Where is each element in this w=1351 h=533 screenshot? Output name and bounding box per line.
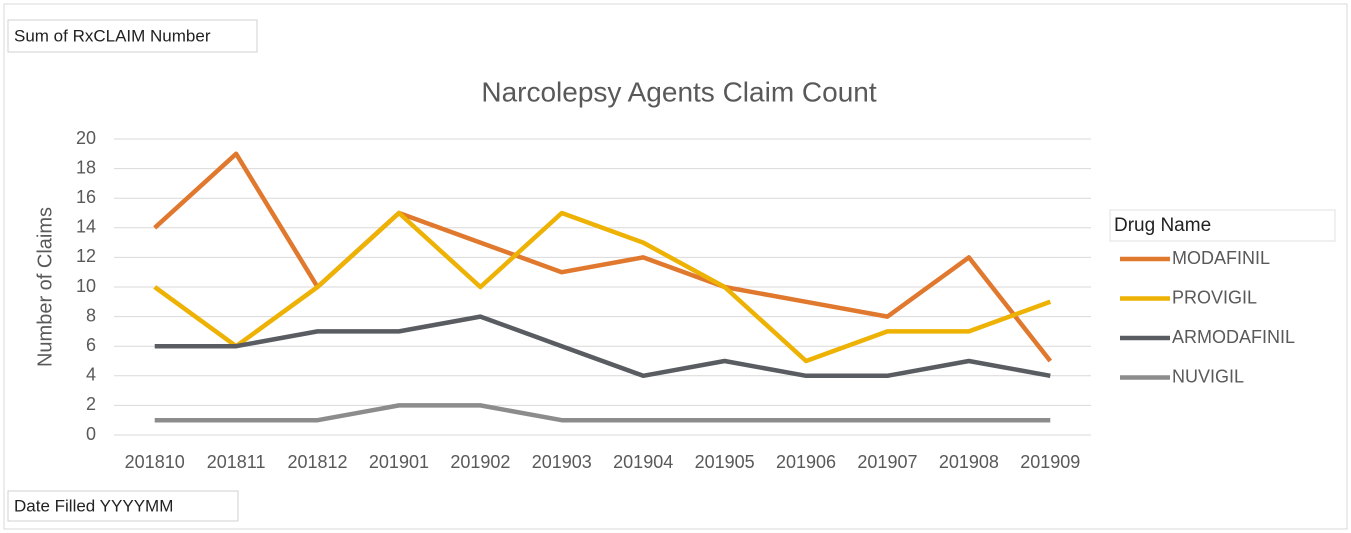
chart-title: Narcolepsy Agents Claim Count bbox=[481, 76, 877, 107]
axis-field-button[interactable] bbox=[7, 490, 239, 522]
x-tick-label: 201903 bbox=[532, 452, 592, 472]
legend-label: NUVIGIL bbox=[1172, 366, 1244, 386]
y-tick-label: 10 bbox=[76, 276, 96, 296]
value-field-button[interactable] bbox=[7, 19, 258, 53]
y-tick-label: 4 bbox=[86, 365, 96, 385]
y-axis-label: Number of Claims bbox=[34, 207, 56, 367]
x-tick-label: 201906 bbox=[776, 452, 836, 472]
legend-label: MODAFINIL bbox=[1172, 248, 1270, 268]
x-tick-label: 201902 bbox=[450, 452, 510, 472]
y-tick-label: 2 bbox=[86, 394, 96, 414]
series-line bbox=[154, 314, 1051, 379]
y-tick-label: 20 bbox=[76, 128, 96, 148]
x-tick-label: 201905 bbox=[695, 452, 755, 472]
axis-field-button-label: Date Filled YYYYMM bbox=[14, 496, 173, 515]
series-line bbox=[154, 403, 1051, 423]
series-line bbox=[153, 210, 1052, 364]
value-field-button-label: Sum of RxCLAIM Number bbox=[14, 26, 211, 45]
series-line bbox=[153, 151, 1053, 363]
y-tick-label: 18 bbox=[76, 157, 96, 177]
legend-title: Drug Name bbox=[1114, 215, 1211, 236]
y-tick-label: 8 bbox=[86, 305, 96, 325]
x-tick-label: 201907 bbox=[857, 452, 917, 472]
y-tick-label: 12 bbox=[76, 246, 96, 266]
x-tick-label: 201810 bbox=[125, 452, 185, 472]
x-tick-label: 201811 bbox=[207, 452, 266, 472]
x-tick-label: 201904 bbox=[613, 452, 673, 472]
x-tick-label: 201901 bbox=[369, 452, 429, 472]
chart-area bbox=[3, 3, 1348, 530]
y-tick-label: 14 bbox=[76, 217, 96, 237]
y-tick-label: 16 bbox=[76, 187, 96, 207]
y-tick-label: 0 bbox=[86, 424, 96, 444]
legend-title-box bbox=[1109, 209, 1336, 242]
legend-label: PROVIGIL bbox=[1172, 287, 1257, 307]
legend-label: ARMODAFINIL bbox=[1172, 327, 1295, 347]
x-tick-label: 201908 bbox=[939, 452, 999, 472]
y-tick-label: 6 bbox=[86, 335, 96, 355]
x-tick-label: 201812 bbox=[288, 452, 348, 472]
x-tick-label: 201909 bbox=[1020, 452, 1080, 472]
